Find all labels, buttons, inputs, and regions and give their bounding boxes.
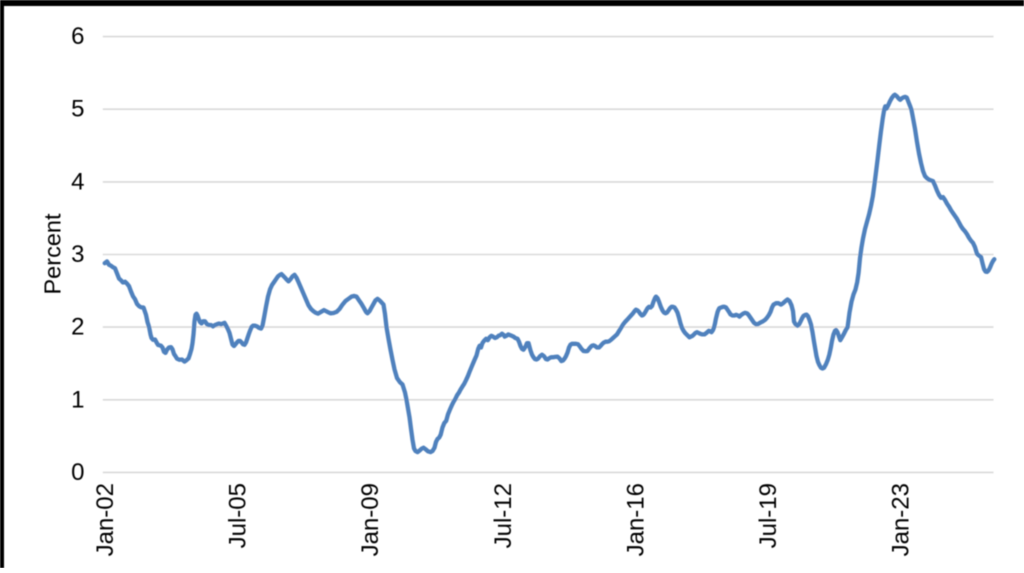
- svg-text:6: 6: [71, 23, 84, 50]
- svg-text:2: 2: [71, 314, 84, 341]
- svg-text:3: 3: [71, 241, 84, 268]
- svg-text:Jul-19: Jul-19: [755, 483, 782, 548]
- svg-text:Jul-05: Jul-05: [225, 483, 252, 548]
- svg-text:Jan-09: Jan-09: [357, 483, 384, 556]
- svg-text:5: 5: [71, 96, 84, 123]
- svg-text:Jan-16: Jan-16: [622, 483, 649, 556]
- svg-text:Percent: Percent: [40, 213, 66, 294]
- svg-text:4: 4: [71, 168, 84, 195]
- svg-text:Jan-23: Jan-23: [888, 483, 915, 556]
- svg-text:Jan-02: Jan-02: [92, 483, 119, 556]
- svg-text:0: 0: [71, 459, 84, 486]
- svg-text:Jul-12: Jul-12: [490, 483, 517, 548]
- svg-text:1: 1: [71, 386, 84, 413]
